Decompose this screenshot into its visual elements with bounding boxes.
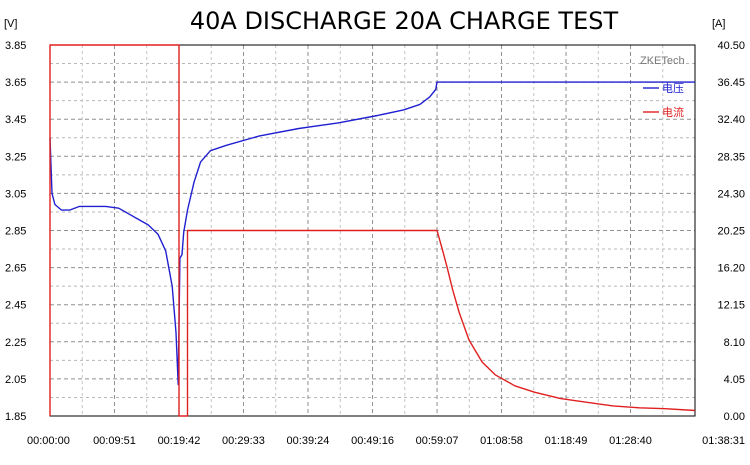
right-tick-label: 12.15 (717, 300, 745, 312)
right-tick-label: 24.30 (717, 188, 745, 200)
x-tick-label: 00:19:42 (158, 435, 201, 447)
right-tick-label: 4.05 (724, 374, 745, 386)
voltage-series-line (49, 81, 695, 386)
right-tick-label: 32.40 (717, 114, 745, 126)
left-tick-label: 3.25 (5, 151, 26, 163)
left-tick-label: 2.85 (5, 226, 26, 238)
left-tick-label: 3.85 (5, 40, 26, 52)
left-tick-label: 2.05 (5, 374, 26, 386)
x-tick-label: 00:39:24 (287, 435, 330, 447)
series-group (49, 44, 696, 417)
x-tick-label: 01:28:40 (609, 435, 652, 447)
right-tick-label: 0.00 (724, 411, 745, 423)
x-tick-label: 01:18:49 (545, 435, 588, 447)
x-tick-label: 00:49:16 (351, 435, 394, 447)
left-tick-label: 1.85 (5, 411, 26, 423)
legend-label: 电压 (662, 82, 684, 95)
grid-lines (50, 45, 695, 416)
legend-label: 电流 (662, 105, 684, 119)
left-tick-label: 3.65 (5, 77, 26, 89)
right-tick-label: 36.45 (717, 77, 745, 89)
watermark-text: ZKETech (640, 55, 685, 67)
right-axis-unit: [A] (712, 18, 725, 30)
left-axis-unit: [V] (4, 18, 17, 30)
chart-title: 40A DISCHARGE 20A CHARGE TEST (190, 7, 619, 35)
x-tick-label: 00:00:00 (27, 435, 70, 447)
right-tick-label: 28.35 (717, 151, 745, 163)
left-tick-label: 2.25 (5, 337, 26, 349)
x-tick-label: 01:38:31 (702, 435, 745, 447)
axis-ticks: 3.85 3.65 3.45 3.25 3.05 2.85 2.65 2.45 2.25 2.05… (5, 40, 745, 447)
right-tick-label: 8.10 (724, 337, 745, 349)
current-series-line (49, 44, 696, 417)
right-tick-label: 40.50 (717, 40, 745, 52)
right-tick-label: 20.25 (717, 226, 745, 238)
left-tick-label: 2.45 (5, 300, 26, 312)
x-tick-label: 01:08:58 (480, 435, 523, 447)
left-tick-label: 3.05 (5, 188, 26, 200)
x-tick-label: 00:09:51 (93, 435, 136, 447)
left-tick-label: 3.45 (5, 114, 26, 126)
left-tick-label: 2.65 (5, 263, 26, 275)
x-tick-label: 00:29:33 (222, 435, 265, 447)
x-tick-label: 00:59:07 (416, 435, 459, 447)
right-tick-label: 16.20 (717, 263, 745, 275)
